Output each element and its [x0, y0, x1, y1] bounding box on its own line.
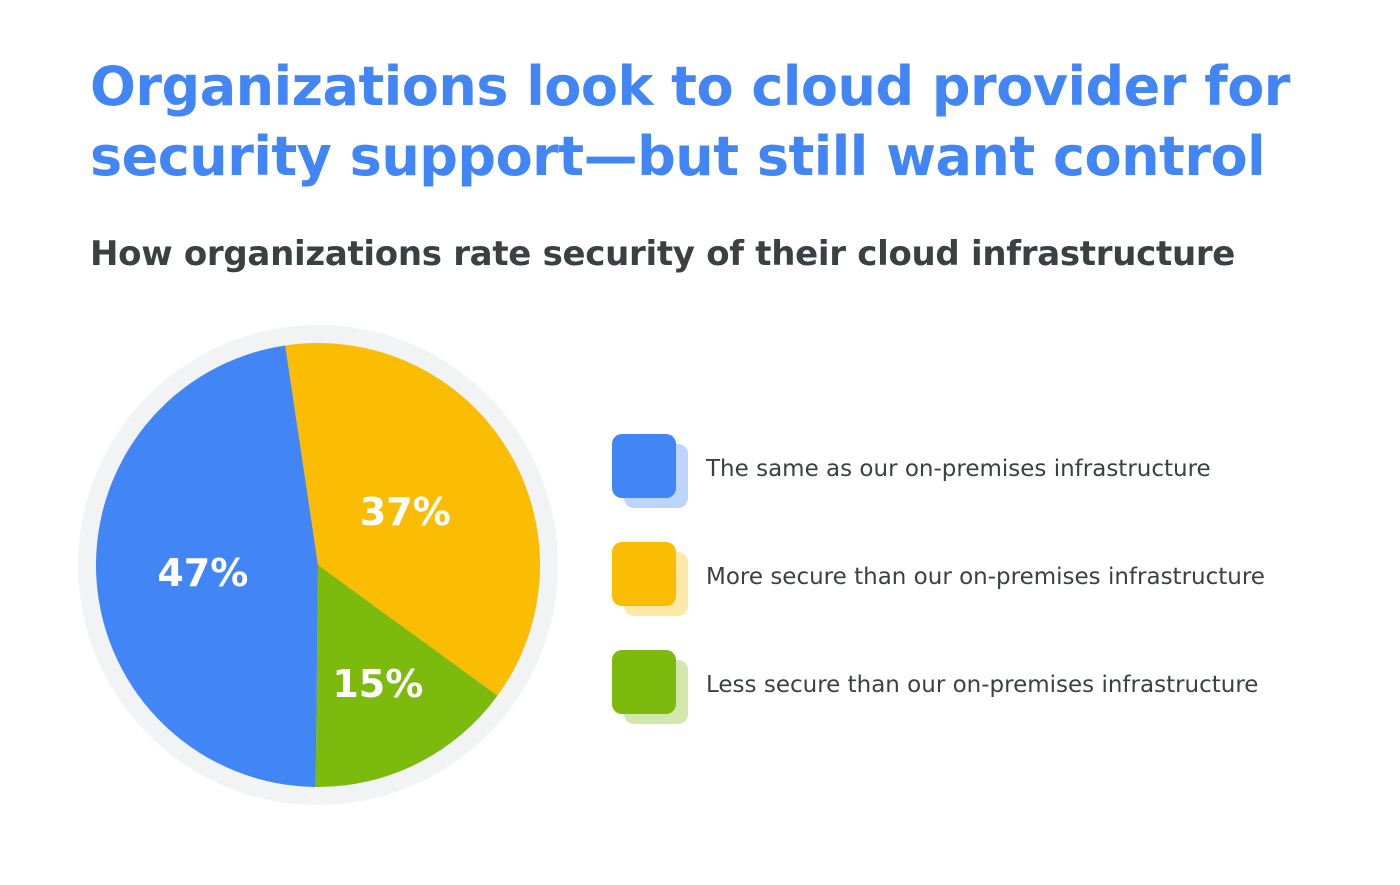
legend-swatch-more-secure [612, 542, 692, 618]
legend-label-same: The same as our on-premises infrastructu… [706, 456, 1211, 482]
pie-slices [95, 343, 540, 787]
legend-item-less-secure: Less secure than our on-premises infrast… [612, 650, 1372, 758]
legend-swatch-same [612, 434, 692, 510]
pie-slice-labels: 37% 15% 47% [157, 490, 450, 706]
swatch-color [612, 542, 676, 606]
pie-label-same: 47% [157, 551, 248, 595]
chart-subtitle: How organizations rate security of their… [90, 234, 1236, 274]
legend-item-same: The same as our on-premises infrastructu… [612, 434, 1372, 542]
legend-label-less-secure: Less secure than our on-premises infrast… [706, 672, 1259, 698]
pie-chart: 37% 15% 47% [78, 325, 558, 805]
legend-label-more-secure: More secure than our on-premises infrast… [706, 564, 1265, 590]
pie-slice-more-secure [285, 343, 540, 696]
swatch-color [612, 434, 676, 498]
legend-swatch-less-secure [612, 650, 692, 726]
legend-item-more-secure: More secure than our on-premises infrast… [612, 542, 1372, 650]
swatch-color [612, 650, 676, 714]
pie-label-less-secure: 15% [332, 662, 423, 706]
pie-label-more-secure: 37% [360, 490, 451, 534]
chart-title: Organizations look to cloud provider for… [90, 55, 1290, 188]
pie-slice-same [95, 345, 318, 787]
chart-legend: The same as our on-premises infrastructu… [612, 434, 1372, 758]
pie-slice-less-secure [315, 565, 498, 787]
